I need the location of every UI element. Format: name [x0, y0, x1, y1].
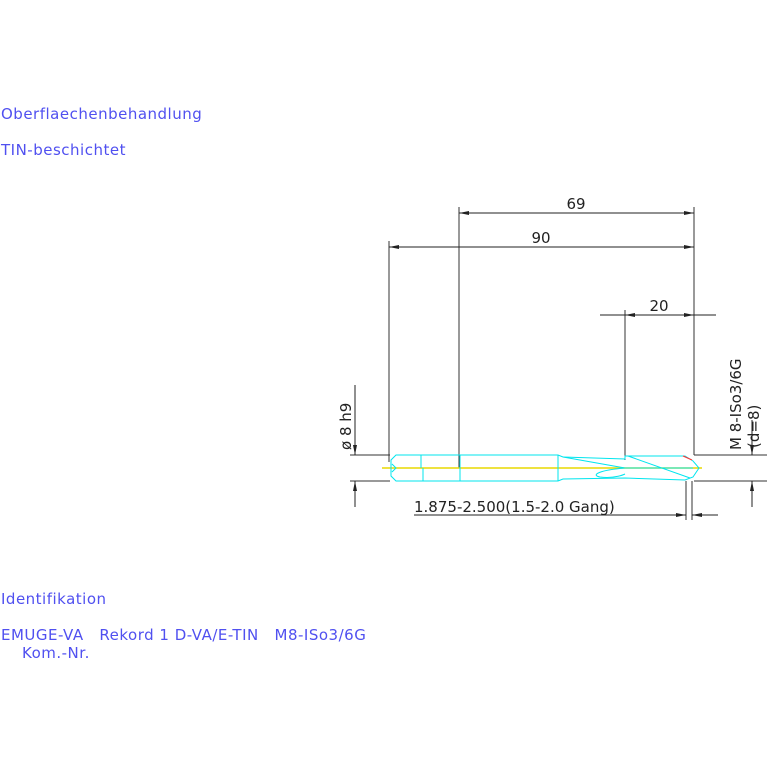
shank-diameter-text: ø 8 h9 — [337, 403, 355, 450]
kom-nr-label: Kom.-Nr. — [22, 644, 90, 662]
dim-20-text: 20 — [649, 297, 668, 315]
extension-lines — [350, 207, 767, 520]
thread-spec-text: M 8-ISo3/6G — [727, 358, 745, 450]
identification-value: EMUGE-VA Rekord 1 D-VA/E-TIN M8-ISo3/6G — [1, 626, 367, 644]
identification-label: Identifikation — [1, 590, 107, 608]
dim-90-text: 90 — [531, 229, 550, 247]
thread-diameter-text: (d=8) — [745, 405, 763, 448]
tap-tool — [382, 454, 702, 482]
dim-69-text: 69 — [566, 195, 585, 213]
dimension-lines — [353, 211, 754, 517]
surface-treatment-value: TIN-beschichtet — [1, 141, 126, 159]
surface-treatment-label: Oberflaechenbehandlung — [1, 105, 203, 123]
chamfer-note-text: 1.875-2.500(1.5-2.0 Gang) — [414, 498, 615, 516]
